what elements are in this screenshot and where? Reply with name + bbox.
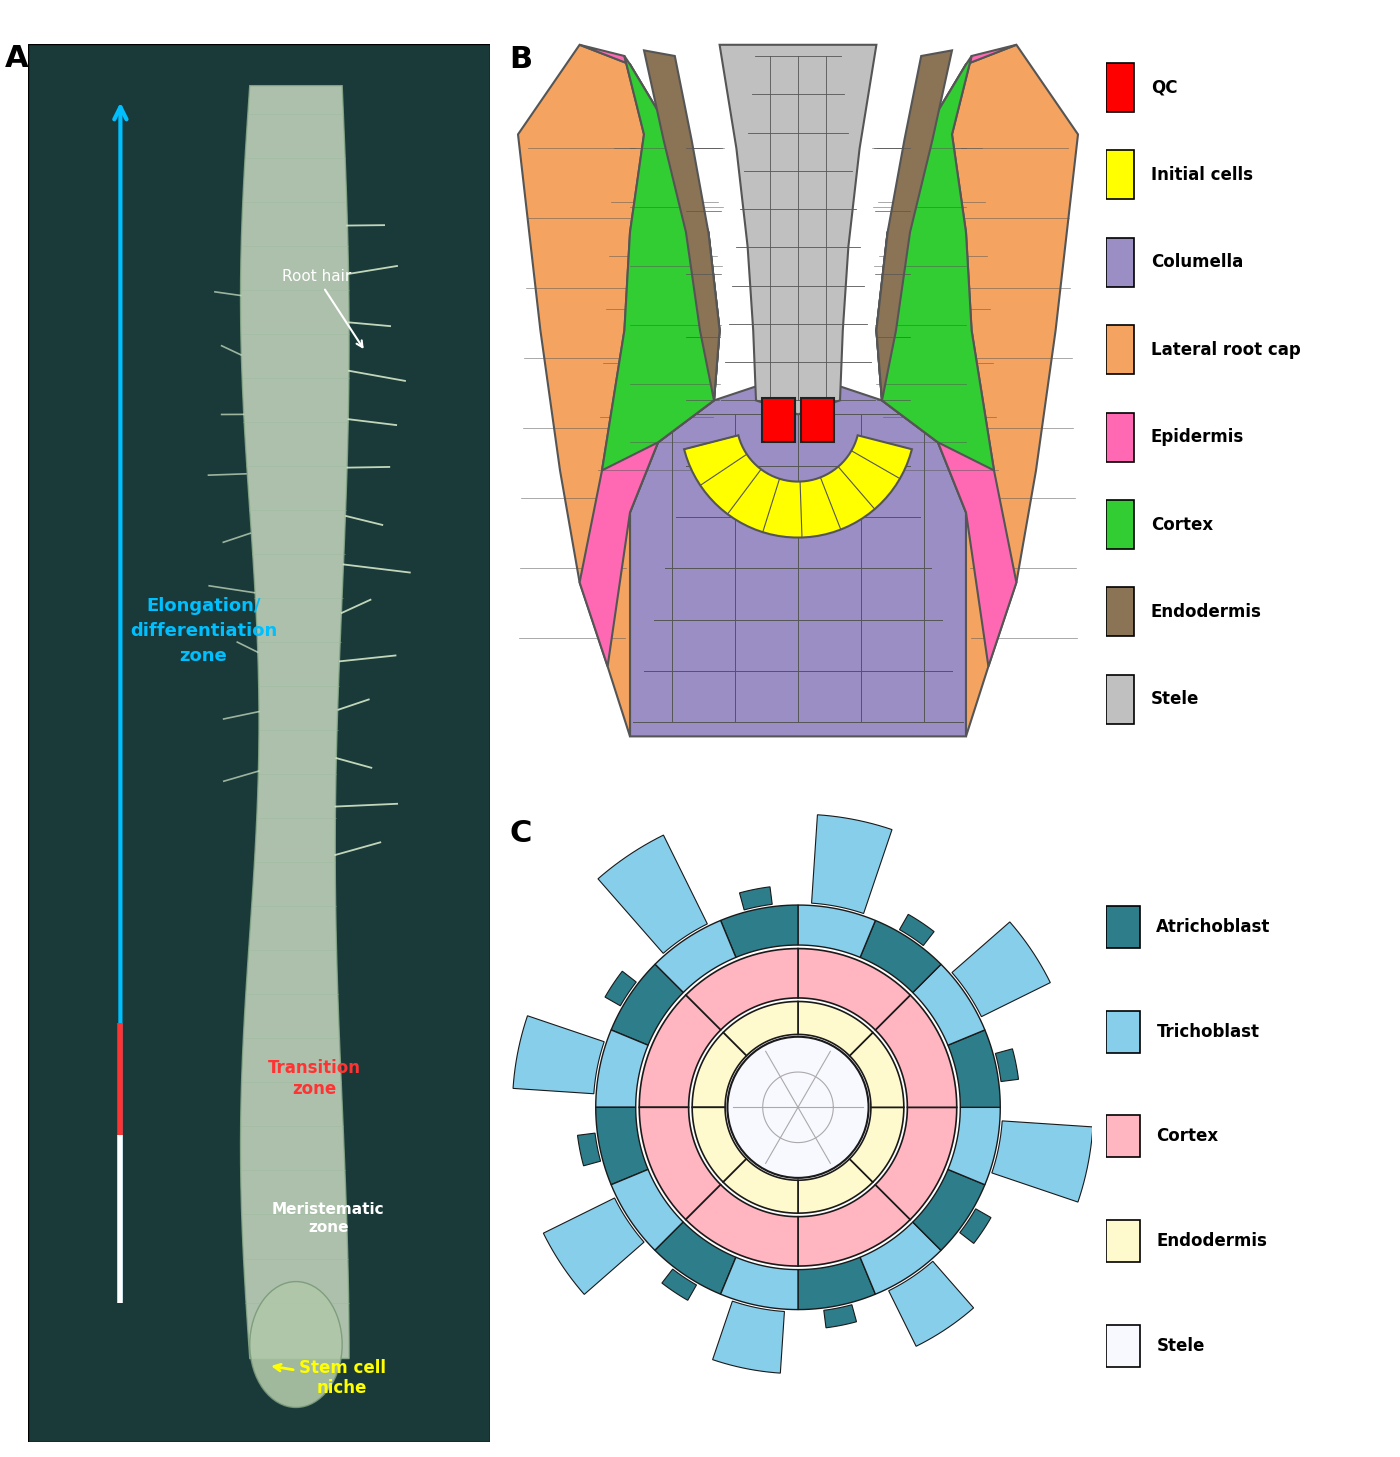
Polygon shape: [860, 921, 941, 992]
Polygon shape: [241, 86, 349, 1358]
Polygon shape: [598, 835, 707, 953]
Bar: [1106, 1326, 1140, 1367]
Polygon shape: [713, 1301, 784, 1372]
Polygon shape: [518, 45, 720, 736]
Polygon shape: [798, 1185, 910, 1266]
Polygon shape: [692, 1107, 746, 1182]
Bar: [1106, 1221, 1140, 1262]
Polygon shape: [685, 436, 911, 538]
Text: A: A: [4, 44, 28, 73]
Text: Stele: Stele: [1151, 691, 1200, 708]
Polygon shape: [580, 45, 720, 666]
Polygon shape: [948, 1030, 1000, 1107]
Polygon shape: [640, 995, 721, 1107]
Polygon shape: [798, 905, 875, 957]
Polygon shape: [798, 1001, 872, 1056]
Bar: [1106, 237, 1134, 287]
Polygon shape: [860, 1222, 941, 1294]
Text: Atrichoblast: Atrichoblast: [1156, 918, 1271, 935]
Polygon shape: [960, 1209, 991, 1243]
Text: Elongation/
differentiation
zone: Elongation/ differentiation zone: [130, 597, 277, 666]
Polygon shape: [801, 398, 834, 443]
Polygon shape: [798, 949, 910, 1030]
Polygon shape: [721, 905, 798, 957]
Polygon shape: [721, 1257, 798, 1310]
Polygon shape: [876, 51, 952, 401]
Text: Lateral root cap: Lateral root cap: [1151, 341, 1301, 358]
Text: Columella: Columella: [1151, 254, 1243, 271]
Polygon shape: [900, 915, 934, 946]
Polygon shape: [948, 1107, 1000, 1185]
Polygon shape: [850, 1107, 904, 1182]
Polygon shape: [798, 1257, 875, 1310]
Polygon shape: [995, 1049, 1018, 1081]
Bar: [1106, 675, 1134, 724]
Polygon shape: [692, 1033, 746, 1107]
Bar: [1106, 1011, 1140, 1052]
Polygon shape: [724, 1158, 798, 1214]
Polygon shape: [876, 55, 994, 471]
Text: QC: QC: [1151, 79, 1177, 96]
Polygon shape: [739, 887, 773, 911]
Polygon shape: [655, 921, 736, 992]
Text: Meristematic
zone: Meristematic zone: [272, 1202, 385, 1236]
Polygon shape: [605, 972, 636, 1005]
Text: Endodermis: Endodermis: [1151, 603, 1261, 621]
Polygon shape: [578, 1134, 601, 1166]
Polygon shape: [913, 1170, 984, 1250]
Text: Stele: Stele: [1156, 1338, 1205, 1355]
Polygon shape: [876, 45, 1016, 666]
Text: Stem cell
niche: Stem cell niche: [274, 1359, 385, 1397]
Polygon shape: [876, 45, 1078, 736]
Polygon shape: [596, 1107, 648, 1185]
Polygon shape: [991, 1120, 1093, 1202]
Bar: [1106, 587, 1134, 637]
Text: Root hair: Root hair: [283, 270, 363, 347]
Polygon shape: [612, 965, 683, 1045]
Bar: [1106, 325, 1134, 374]
Bar: [1106, 500, 1134, 549]
Polygon shape: [762, 398, 795, 443]
Polygon shape: [724, 1001, 798, 1056]
Polygon shape: [812, 814, 892, 914]
Polygon shape: [543, 1198, 644, 1294]
Polygon shape: [686, 949, 798, 1030]
Bar: [1106, 412, 1134, 462]
Polygon shape: [913, 965, 984, 1045]
Text: Epidermis: Epidermis: [1151, 428, 1245, 446]
Polygon shape: [612, 1170, 683, 1250]
Polygon shape: [644, 51, 720, 401]
Polygon shape: [850, 1033, 904, 1107]
Text: Endodermis: Endodermis: [1156, 1233, 1267, 1250]
Bar: [1106, 150, 1134, 200]
Polygon shape: [952, 922, 1050, 1017]
Polygon shape: [686, 1185, 798, 1266]
Polygon shape: [875, 1107, 956, 1220]
Text: Transition
zone: Transition zone: [267, 1059, 361, 1099]
Bar: [1106, 1116, 1140, 1157]
Circle shape: [728, 1037, 868, 1177]
Polygon shape: [720, 45, 876, 414]
Polygon shape: [662, 1269, 696, 1300]
Polygon shape: [596, 1030, 648, 1107]
Ellipse shape: [249, 1282, 342, 1407]
Polygon shape: [823, 1304, 857, 1327]
Polygon shape: [640, 1107, 721, 1220]
Polygon shape: [889, 1262, 973, 1346]
Text: B: B: [510, 45, 533, 74]
Text: C: C: [510, 819, 532, 848]
Polygon shape: [875, 995, 956, 1107]
Polygon shape: [512, 1016, 605, 1094]
Polygon shape: [798, 1158, 872, 1214]
Polygon shape: [655, 1222, 736, 1294]
Text: Cortex: Cortex: [1156, 1128, 1218, 1145]
Polygon shape: [630, 373, 966, 736]
Polygon shape: [602, 55, 720, 471]
Bar: [1106, 906, 1140, 947]
Text: Trichoblast: Trichoblast: [1156, 1023, 1260, 1040]
Text: Cortex: Cortex: [1151, 516, 1212, 533]
Bar: [1106, 63, 1134, 112]
Text: Initial cells: Initial cells: [1151, 166, 1253, 184]
